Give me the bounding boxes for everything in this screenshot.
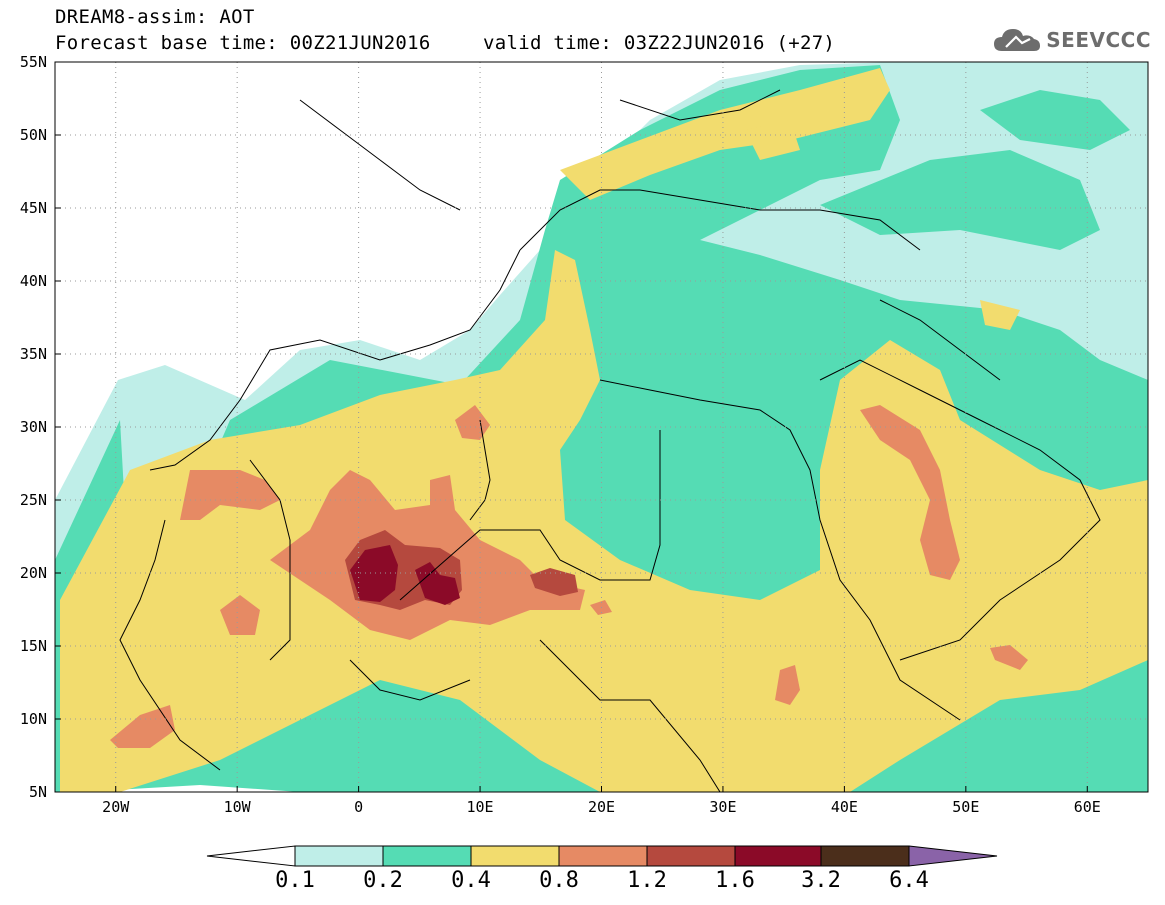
lon-label: 30E xyxy=(709,798,736,816)
colorbar-cell-5 xyxy=(646,845,736,867)
lat-label: 40N xyxy=(20,272,47,290)
colorbar-cell-3 xyxy=(470,845,560,867)
colorbar-level-label: 0.2 xyxy=(363,868,403,893)
lat-label: 45N xyxy=(20,199,47,217)
colorbar-level-label: 1.6 xyxy=(715,868,755,893)
cloud-icon xyxy=(994,29,1041,51)
lat-label: 50N xyxy=(20,126,47,144)
lat-label: 10N xyxy=(20,710,47,728)
forecast-base-time: Forecast base time: 00Z21JUN2016 xyxy=(55,32,431,54)
lat-label: 25N xyxy=(20,491,47,509)
lon-label: 10W xyxy=(224,798,252,816)
aot-level-1-6 xyxy=(350,545,460,605)
valid-time: valid time: 03Z22JUN2016 (+27) xyxy=(483,32,836,54)
map-title: DREAM8-assim: AOT xyxy=(55,6,255,28)
colorbar xyxy=(206,845,998,867)
aot-level-0-4 xyxy=(60,68,1148,792)
latitude-labels: 5N 10N 15N 20N 25N 30N 35N 40N 45N 50N 55N xyxy=(20,53,47,801)
lat-label: 35N xyxy=(20,345,47,363)
grid-lines xyxy=(55,62,1148,792)
colorbar-cell-6 xyxy=(734,845,822,867)
lon-label: 0 xyxy=(354,798,363,816)
lat-label: 15N xyxy=(20,637,47,655)
axis-ticks xyxy=(55,61,1088,793)
lon-label: 50E xyxy=(952,798,979,816)
colorbar-level-label: 0.4 xyxy=(451,868,491,893)
colorbar-cell-below xyxy=(206,845,296,867)
lat-label: 20N xyxy=(20,564,47,582)
colorbar-level-label: 1.2 xyxy=(627,868,667,893)
colorbar-cell-above xyxy=(908,845,998,867)
colorbar-cell-4 xyxy=(558,845,648,867)
lat-label: 55N xyxy=(20,53,47,71)
colorbar-cell-7 xyxy=(820,845,910,867)
logo-text: SEEVCCC xyxy=(1046,28,1151,52)
lat-label: 30N xyxy=(20,418,47,436)
lon-label: 20E xyxy=(588,798,615,816)
country-borders xyxy=(119,89,1101,792)
colorbar-level-label: 6.4 xyxy=(889,868,929,893)
lon-label: 20W xyxy=(102,798,130,816)
colorbar-level-label: 0.1 xyxy=(275,868,315,893)
colorbar-cell-1 xyxy=(294,845,384,867)
logo: SEEVCCC xyxy=(992,25,1151,55)
colorbar-level-label: 3.2 xyxy=(801,868,841,893)
colorbar-level-label: 0.8 xyxy=(539,868,579,893)
lat-label: 5N xyxy=(29,783,47,801)
longitude-labels: 20W 10W 0 10E 20E 30E 40E 50E 60E xyxy=(102,798,1101,816)
lon-label: 60E xyxy=(1074,798,1101,816)
colorbar-cell-2 xyxy=(382,845,472,867)
lon-label: 40E xyxy=(831,798,858,816)
lon-label: 10E xyxy=(467,798,494,816)
